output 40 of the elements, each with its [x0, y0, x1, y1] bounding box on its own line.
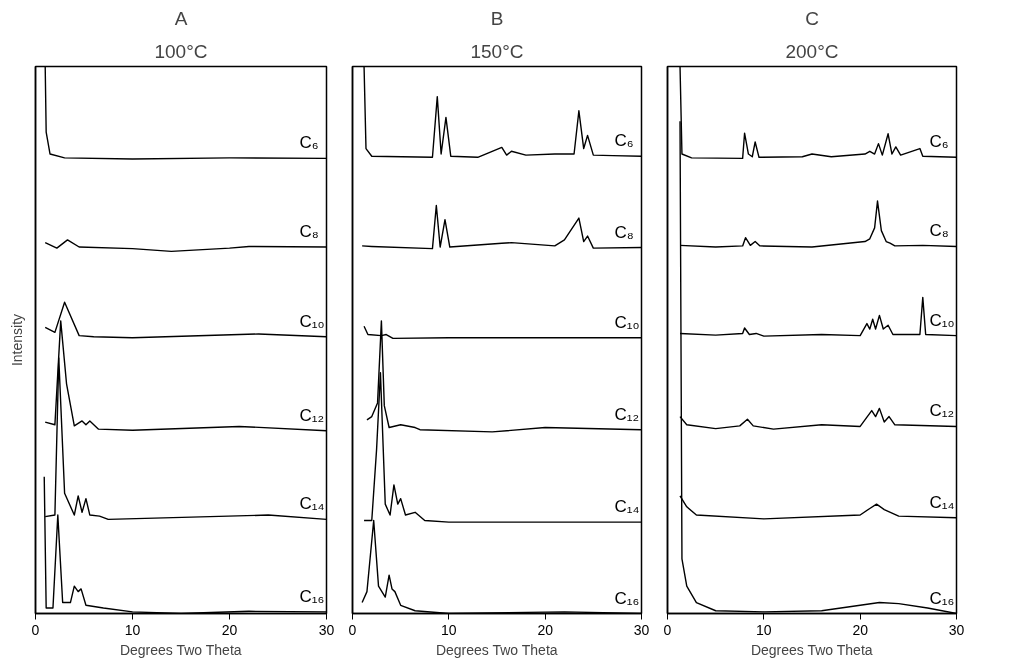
- series-label: C₁₄: [614, 497, 640, 517]
- series-label: C₁₀: [929, 310, 955, 330]
- x-tick-label: 10: [124, 621, 141, 638]
- chart-subtitle: 200°C: [785, 40, 839, 62]
- chart-title: B: [490, 7, 504, 29]
- series-label: C₆: [614, 131, 634, 151]
- x-tick-label: 0: [663, 621, 672, 638]
- series-label: C₈: [614, 222, 634, 242]
- series-label: C₁₂: [929, 401, 955, 421]
- x-tick-label: 10: [756, 621, 772, 638]
- x-tick-label: 20: [537, 621, 554, 638]
- chart-title: C: [805, 7, 819, 29]
- series-label: C₁₆: [929, 588, 955, 608]
- x-tick-label: 20: [852, 621, 869, 638]
- chart-title: A: [174, 7, 188, 29]
- series-label: C₈: [299, 222, 319, 242]
- series-label: C₈: [929, 221, 949, 241]
- series-label: C₆: [299, 133, 319, 153]
- x-tick-label: 20: [221, 621, 238, 638]
- x-axis-title: Degrees Two Theta: [119, 641, 242, 658]
- x-axis-title: Degrees Two Theta: [435, 641, 558, 658]
- x-tick-label: 0: [348, 621, 357, 638]
- chart-subtitle: 100°C: [154, 40, 208, 62]
- series-label: C₁₀: [299, 311, 325, 331]
- y-axis-title: Intensity: [8, 313, 25, 367]
- x-tick-label: 30: [318, 621, 335, 638]
- series-label: C₁₄: [299, 494, 325, 514]
- series-label: C₁₂: [299, 405, 325, 425]
- series-label: C₁₆: [299, 586, 325, 606]
- series-label: C₁₀: [614, 312, 640, 332]
- x-tick-label: 30: [948, 621, 965, 638]
- series-label: C₆: [929, 132, 949, 152]
- series-label: C₁₆: [614, 588, 640, 608]
- series-label: C₁₄: [929, 492, 955, 512]
- chart-subtitle: 150°C: [470, 40, 524, 62]
- x-axis-title: Degrees Two Theta: [750, 641, 873, 658]
- x-tick-label: 30: [633, 621, 650, 638]
- series-label: C₁₂: [614, 404, 640, 424]
- x-tick-label: 0: [31, 621, 40, 638]
- x-tick-label: 10: [441, 621, 457, 638]
